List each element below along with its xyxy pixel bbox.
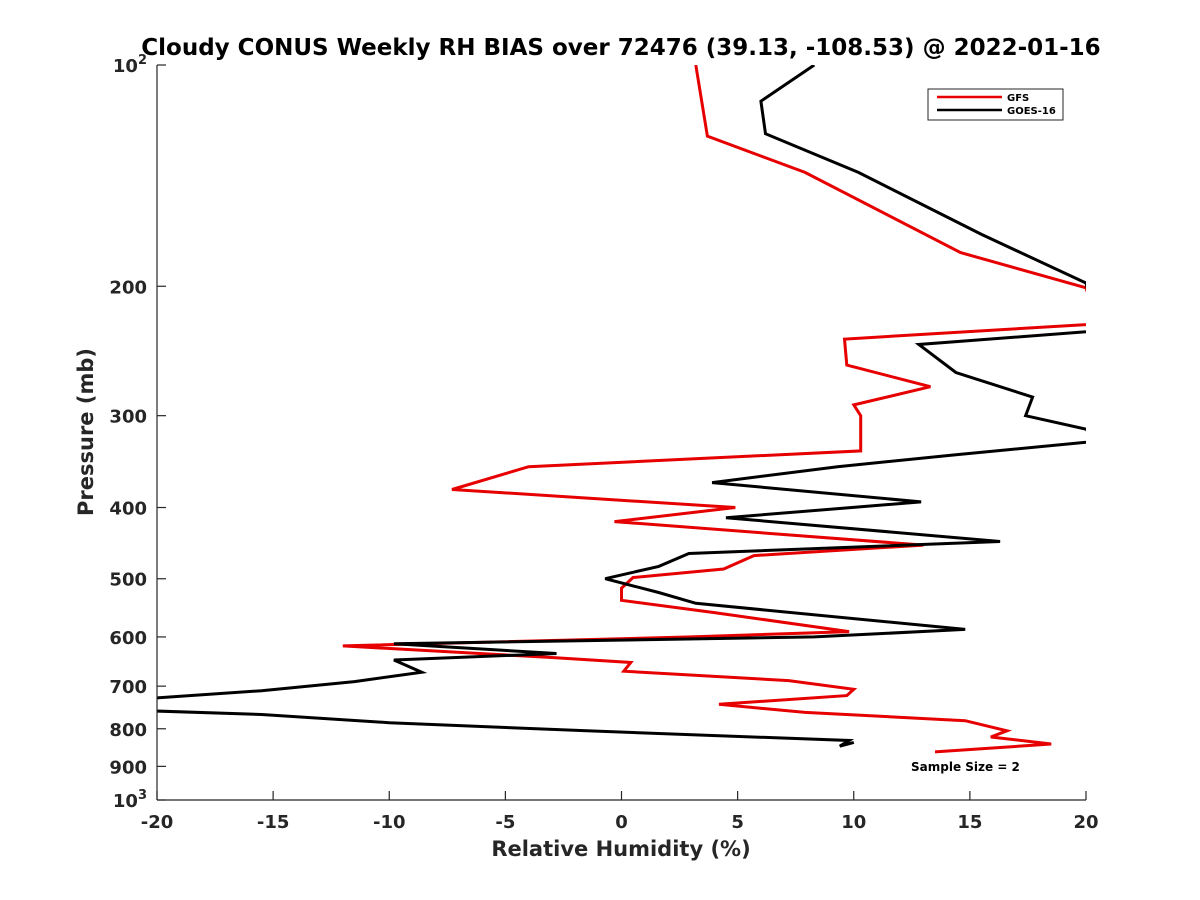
y-tick-label: 103	[113, 788, 147, 812]
y-tick-label: 700	[109, 677, 147, 698]
x-axis-label: Relative Humidity (%)	[491, 837, 750, 861]
legend-box	[927, 88, 1064, 121]
x-tick-label: 0	[615, 812, 628, 833]
x-tick-label: -10	[373, 812, 406, 833]
y-tick-label: 800	[109, 720, 147, 741]
y-tick-label: 300	[109, 407, 147, 428]
legend: GFS GOES-16	[927, 88, 1064, 121]
chart-title: Cloudy CONUS Weekly RH BIAS over 72476 (…	[141, 35, 1100, 61]
y-tick-label: 400	[109, 499, 147, 520]
y-axis-ticks: 102 200 300 400 500 600 700 800 900 103	[109, 53, 166, 812]
series-line-goes16	[157, 65, 1086, 748]
y-axis-label: Pressure (mb)	[74, 348, 98, 516]
x-tick-label: 10	[841, 812, 866, 833]
y-tick-label: 500	[109, 570, 147, 591]
y-tick-label: 900	[109, 757, 147, 778]
y-tick-label: 200	[109, 277, 147, 298]
legend-label-goes16: GOES-16	[1007, 106, 1056, 117]
x-tick-label: -20	[141, 812, 174, 833]
x-tick-label: 5	[731, 812, 744, 833]
legend-label-gfs: GFS	[1007, 93, 1029, 104]
series-layer	[157, 65, 1086, 754]
x-tick-label: 20	[1073, 812, 1098, 833]
y-tick-label: 102	[113, 53, 147, 77]
x-tick-label: 15	[957, 812, 982, 833]
sample-size-annotation: Sample Size = 2	[911, 760, 1020, 774]
x-tick-label: -5	[495, 812, 515, 833]
x-axis-ticks: -20 -15 -10 -5 0 5 10 15 20	[141, 791, 1099, 833]
x-tick-label: -15	[257, 812, 290, 833]
series-line-gfs	[342, 65, 1086, 754]
y-tick-label: 600	[109, 628, 147, 649]
